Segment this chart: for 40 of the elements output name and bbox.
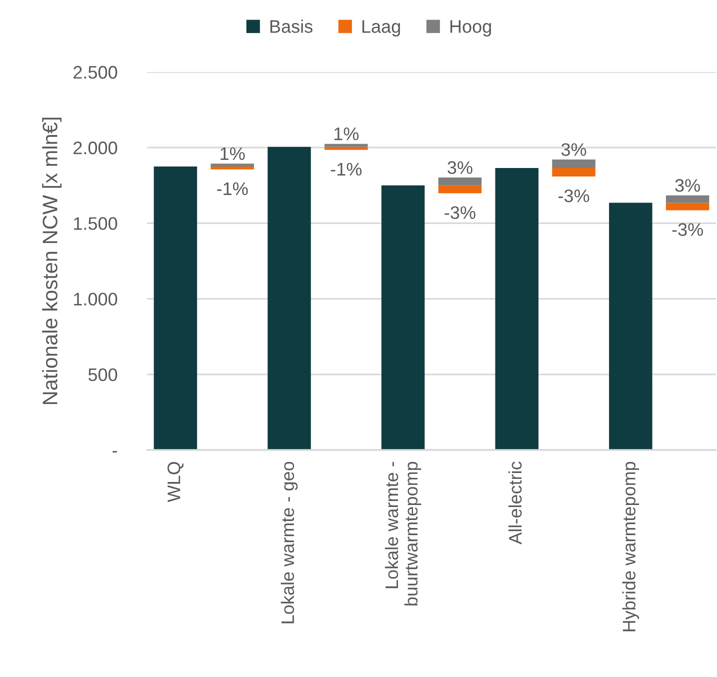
- annotation: 3%: [561, 143, 586, 156]
- y-tick-label: 500: [88, 368, 118, 382]
- x-tick-label: Lokale warmte - buurtwarmtepomp: [384, 462, 422, 606]
- annotation: 1%: [334, 128, 359, 140]
- legend-label: Hoog: [450, 20, 491, 36]
- x-tick-label: WLQ: [168, 462, 184, 502]
- annotation: 3%: [675, 179, 700, 192]
- x-tick-label: Lokale warmte - geo: [280, 462, 298, 624]
- bar: [609, 202, 652, 450]
- legend-label: Laag: [362, 20, 400, 36]
- annotation: 1%: [220, 147, 245, 160]
- x-tick-label: Hybride warmtepomp: [622, 462, 640, 632]
- bar: [438, 178, 482, 186]
- bar: [666, 195, 710, 203]
- y-tick-label: 1.000: [74, 292, 118, 306]
- bar: [210, 166, 254, 170]
- annotation: -3%: [558, 189, 590, 202]
- bar: [552, 168, 596, 176]
- bar: [154, 166, 198, 450]
- bar: [552, 160, 596, 168]
- annotation: -1%: [330, 162, 362, 176]
- annotation: 3%: [448, 161, 472, 174]
- x-tick-label: All-electric: [508, 462, 522, 544]
- annotation: -3%: [444, 206, 476, 220]
- legend-label: Basis: [270, 20, 312, 33]
- bar: [381, 185, 425, 450]
- y-tick-label: 1.500: [74, 217, 118, 230]
- bar: [324, 146, 368, 150]
- y-axis-title: Nationale kosten NCW [x mln€]: [42, 118, 62, 404]
- bar: [268, 146, 311, 450]
- bar: [495, 168, 538, 450]
- annotation: -3%: [672, 223, 703, 236]
- bar: [438, 185, 482, 194]
- annotation: -1%: [217, 182, 248, 196]
- bar: [324, 144, 368, 147]
- y-tick-label: -: [112, 451, 118, 452]
- y-tick-label: 2.500: [74, 66, 118, 79]
- y-tick-label: 2.000: [74, 142, 118, 154]
- bar: [210, 164, 254, 166]
- bar: [666, 202, 710, 210]
